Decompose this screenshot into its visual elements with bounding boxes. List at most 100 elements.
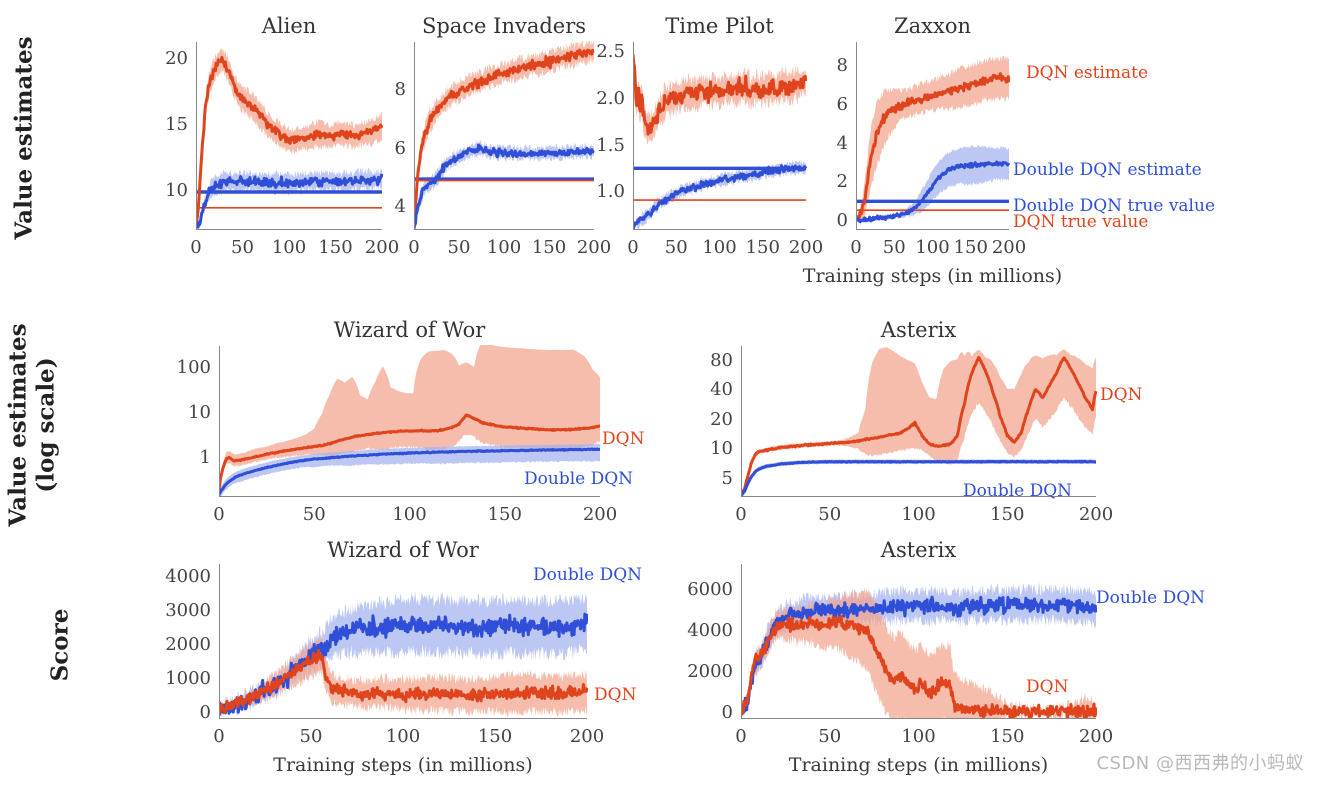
ytick-zaxxon-value-2: 4 [836,132,848,154]
ytick-asterix-value-1: 10 [710,438,733,460]
series-label-double-dqn: Double DQN [1096,588,1206,608]
series-label-dqn: DQN [594,685,637,705]
series-label-double-dqn: Double DQN [963,481,1073,501]
xtick-alien-value-1: 50 [231,237,254,258]
line-dqn [219,413,601,491]
series-label-double-dqn: Double DQN [533,565,643,585]
series-label-dqn: DQN [602,429,645,449]
ytick-asterix-value-4: 80 [710,349,733,371]
line-dqn [219,648,588,717]
panel-title-zaxxon-value: Zaxxon [894,14,971,38]
xtick-space-invaders-value-4: 200 [576,237,612,258]
line-double-dqn [219,447,601,496]
panel-wizard-of-wor-value: Wizard of Wor 1 10 100 0 50 100 150 200 [177,318,618,525]
panel-title-asterix-value: Asterix [880,318,957,342]
xtick-space-invaders-value-1: 50 [447,237,471,258]
plot-area-space-invaders-value [414,41,595,230]
panel-title-alien-value: Alien [261,14,317,38]
ytick-wizard-of-wor-value-0: 1 [199,447,211,469]
line-dqn-estimate [856,72,1010,222]
series-label-dqn: DQN [1100,385,1143,405]
line-dqn [741,614,1097,719]
ytick-asterix-score-0: 0 [721,701,733,723]
plot-area-time-pilot-value [633,41,807,230]
line-dqn [741,356,1097,496]
line-double-dqn [741,459,1097,497]
plot-area-alien-value [196,42,383,230]
xtick-time-pilot-value-3: 150 [745,237,780,258]
xtick-asterix-score-1: 50 [818,726,842,747]
ytick-wizard-of-wor-score-2: 2000 [165,633,211,655]
xtick-space-invaders-value-3: 150 [531,237,567,258]
xtick-wizard-of-wor-score-0: 0 [213,726,225,747]
xtick-asterix-score-4: 200 [1078,726,1114,747]
xtick-wizard-of-wor-value-3: 150 [487,504,522,525]
series-label-dqn-estimate: DQN estimate [1026,63,1149,83]
xtick-alien-value-4: 200 [364,237,400,258]
ytick-wizard-of-wor-score-4: 4000 [165,565,211,587]
xlabel-asterix-score: Training steps (in millions) [788,754,1049,776]
panel-time-pilot-value: Time Pilot 1.0 1.5 2.0 2.5 0 50 100 150 200 [596,14,823,258]
xtick-asterix-score-2: 100 [901,726,936,747]
ytick-asterix-score-3: 6000 [687,578,733,600]
xtick-asterix-value-3: 150 [990,504,1025,525]
line-double-dqn [219,612,588,715]
panel-title-asterix-score: Asterix [880,538,957,562]
xtick-asterix-score-0: 0 [735,726,747,747]
xtick-space-invaders-value-2: 100 [486,237,522,258]
ytick-wizard-of-wor-score-3: 3000 [165,599,211,621]
panel-title-time-pilot-value: Time Pilot [665,14,774,38]
line-double-dqn-estimate [196,173,383,229]
xtick-asterix-value-2: 100 [901,504,936,525]
xtick-zaxxon-value-2: 100 [915,237,950,258]
xtick-wizard-of-wor-score-4: 200 [569,726,605,747]
xtick-time-pilot-value-1: 50 [664,237,688,258]
y-axis-label: Score [46,608,74,682]
ytick-alien-value-0: 10 [165,180,188,201]
ytick-asterix-score-1: 2000 [687,660,733,682]
y-axis-label: (log scale) [32,357,60,493]
band-dqn [219,345,600,495]
xtick-asterix-value-1: 50 [818,504,842,525]
xtick-alien-value-2: 100 [271,237,307,258]
ytick-alien-value-2: 20 [165,47,188,69]
ytick-wizard-of-wor-value-1: 10 [188,402,211,424]
csdn-watermark: CSDN @西西弗的小蚂蚁 [1096,753,1304,774]
band-double-dqn [219,443,600,497]
xtick-alien-value-0: 0 [190,237,202,258]
xtick-alien-value-3: 150 [318,237,353,258]
line-dqn-estimate [414,48,595,230]
line-dqn-estimate [196,55,383,228]
panel-asterix-value: Asterix 5 10 20 40 80 0 50 100 150 200 [710,318,1113,525]
line-double-dqn-estimate [633,164,807,230]
plot-area-wizard-of-wor-value [219,345,601,497]
panel-wizard-of-wor-score: Wizard of Wor 0 1000 2000 3000 4000 0 50 100 150 2… [165,538,604,776]
ytick-asterix-score-2: 4000 [687,619,733,641]
xtick-asterix-value-4: 200 [1078,504,1114,525]
series-label-double-dqn-true-value: Double DQN true value [1013,196,1215,216]
panel-title-space-invaders-value: Space Invaders [421,14,587,38]
xtick-zaxxon-value-0: 0 [850,237,862,258]
panel-title-wizard-of-wor-value: Wizard of Wor [333,318,486,342]
ytick-time-pilot-value-2: 2.0 [596,88,625,110]
ytick-time-pilot-value-3: 2.5 [596,41,625,63]
ytick-asterix-value-2: 20 [710,408,733,430]
ytick-time-pilot-value-0: 1.0 [596,181,625,203]
panel-space-invaders-value: Space Invaders 4 6 8 0 50 100 150 200 [395,14,612,258]
xtick-wizard-of-wor-score-1: 50 [299,726,323,747]
xtick-time-pilot-value-4: 200 [788,237,824,258]
panel-title-wizard-of-wor-score: Wizard of Wor [327,538,479,562]
xtick-time-pilot-value-0: 0 [627,237,639,258]
line-dqn-estimate [633,54,807,136]
line-double-dqn-estimate [414,143,595,229]
xtick-zaxxon-value-1: 50 [882,237,906,258]
y-axis-label: Value estimates [10,36,38,240]
series-label-double-dqn-estimate: Double DQN estimate [1013,160,1202,180]
plot-area-zaxxon-value [856,42,1010,230]
ytick-wizard-of-wor-score-1: 1000 [165,667,211,689]
band-dqn-estimate [856,55,1009,224]
series-label-dqn-true-value: DQN true value [1013,212,1149,232]
ytick-zaxxon-value-1: 2 [836,171,848,193]
xtick-time-pilot-value-2: 100 [702,237,737,258]
